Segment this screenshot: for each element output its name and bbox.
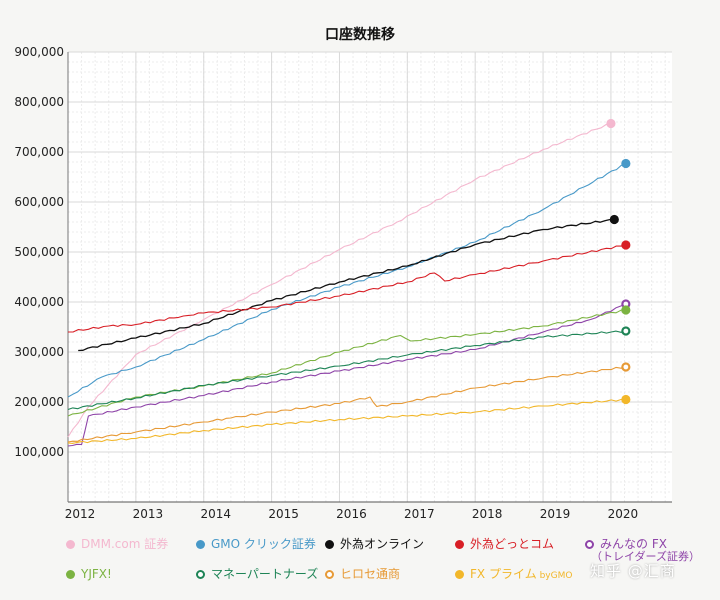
legend-label: ヒロセ通商 <box>340 567 401 581</box>
series-end-point <box>609 214 619 225</box>
y-tick-label: 200,000 <box>14 395 64 409</box>
legend-item: ヒロセ通商 <box>325 566 400 582</box>
line-chart: 100,000 200,000 300,000 400,000 500,000 600,0… <box>14 45 672 521</box>
x-tick-label: 2018 <box>472 507 503 521</box>
legend-marker <box>196 570 205 579</box>
series-line <box>67 122 612 438</box>
legend-marker <box>66 570 75 579</box>
chart-title: 口座数推移 <box>325 27 395 43</box>
series-end-point <box>621 362 631 372</box>
series-line <box>67 309 626 417</box>
legend-label: マネーパートナーズ <box>211 567 319 581</box>
series-line <box>67 162 627 398</box>
series-line <box>67 303 627 447</box>
y-tick-label: 300,000 <box>14 345 64 359</box>
legend-marker <box>325 540 334 549</box>
legend-sublabel: （トレイダーズ証券） <box>591 550 701 563</box>
series-end-point <box>606 118 616 129</box>
watermark-text: 知乎 @汇商 <box>590 562 676 580</box>
axes <box>67 52 672 503</box>
legend-item: DMM.com 証券 <box>66 536 168 552</box>
x-tick-label: 2014 <box>200 507 231 521</box>
y-tick-label: 500,000 <box>14 245 64 259</box>
legend-item: YJFX! <box>66 566 112 582</box>
legend-item: 外為オンライン <box>325 536 424 552</box>
legend-marker <box>196 540 205 549</box>
series-line <box>67 366 627 443</box>
y-axis-tick-labels: 100,000 200,000 300,000 400,000 500,000 600,0… <box>14 45 64 459</box>
series-line <box>78 218 615 352</box>
x-tick-label: 2012 <box>65 507 96 521</box>
legend-item: みんなの FX <box>585 536 667 552</box>
x-tick-label: 2013 <box>133 507 164 521</box>
legend-label: FX プライム <box>470 567 537 581</box>
series-line <box>67 398 626 444</box>
series-end-point <box>621 326 631 336</box>
legend-item: 外為どっとコム <box>455 536 554 552</box>
legend-label: 外為オンライン <box>340 537 425 551</box>
y-tick-label: 100,000 <box>14 445 64 459</box>
legend-label: YJFX! <box>81 567 112 581</box>
legend-item: FX プライム byGMO <box>455 566 572 584</box>
y-tick-label: 800,000 <box>14 95 64 109</box>
x-tick-label: 2016 <box>336 507 367 521</box>
x-tick-label: 2015 <box>268 507 299 521</box>
series-end-point <box>621 158 631 169</box>
chart-legend: DMM.com 証券 GMO クリック証券 外為オンライン 外為どっとコム みんなの F… <box>0 530 720 600</box>
legend-label: DMM.com 証券 <box>81 537 169 551</box>
legend-marker <box>66 540 75 549</box>
series-line <box>68 244 627 333</box>
series-end-point <box>621 394 631 405</box>
x-tick-label: 2019 <box>540 507 571 521</box>
y-tick-label: 600,000 <box>14 195 64 209</box>
y-tick-label: 700,000 <box>14 145 64 159</box>
series-end-markers <box>606 118 631 405</box>
legend-marker <box>585 540 594 549</box>
x-tick-label: 2020 <box>608 507 639 521</box>
x-tick-label: 2017 <box>404 507 435 521</box>
series-end-point <box>621 240 631 250</box>
series-lines <box>67 122 627 447</box>
legend-item: GMO クリック証券 <box>196 536 316 552</box>
legend-label-suffix: byGMO <box>536 571 573 581</box>
legend-label: みんなの FX <box>600 537 667 551</box>
legend-marker <box>455 570 464 579</box>
legend-label: 外為どっとコム <box>470 537 555 551</box>
series-line <box>67 330 627 411</box>
y-tick-label: 400,000 <box>14 295 64 309</box>
legend-item: マネーパートナーズ <box>196 566 318 582</box>
legend-marker <box>455 540 464 549</box>
x-axis-tick-labels: 2012 2013 2014 2015 2016 2017 2018 2019 2020 <box>65 507 638 521</box>
y-tick-label: 900,000 <box>14 45 64 59</box>
series-end-point <box>621 305 631 315</box>
legend-marker <box>325 570 334 579</box>
legend-label: GMO クリック証券 <box>211 537 316 551</box>
